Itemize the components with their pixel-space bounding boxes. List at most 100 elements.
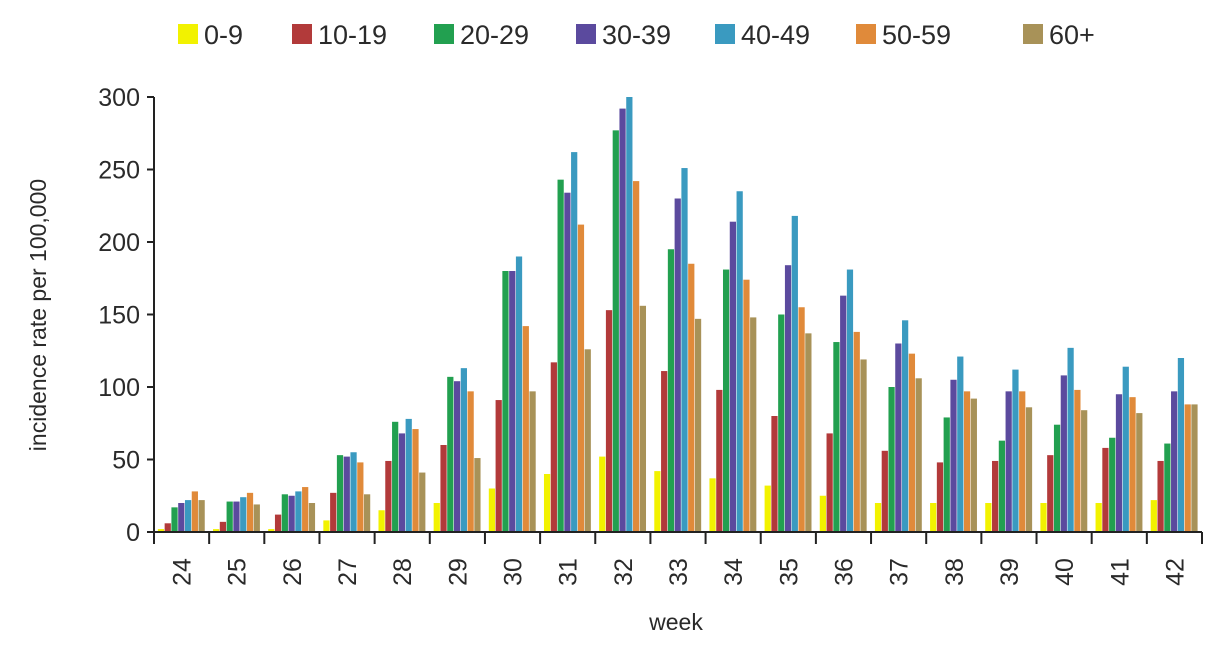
bar-week-42-series-20-29: [1164, 443, 1171, 532]
bar-week-30-series-60+: [529, 391, 536, 532]
y-tick-label: 100: [98, 374, 140, 402]
bar-week-28-series-50-59: [412, 429, 419, 532]
bar-week-35-series-20-29: [778, 314, 785, 532]
x-tick-label: 34: [720, 558, 748, 586]
bar-week-31-series-20-29: [557, 179, 564, 532]
bar-week-31-series-40-49: [571, 152, 578, 532]
legend-label-20-29: 20-29: [460, 20, 529, 50]
bar-week-42-series-0-9: [1150, 500, 1157, 532]
bar-week-35-series-50-59: [798, 307, 805, 532]
y-tick-label: 50: [112, 447, 140, 475]
legend-swatch-30-39: [576, 24, 596, 44]
bar-week-42-series-30-39: [1171, 391, 1178, 532]
y-tick-label: 300: [98, 84, 140, 112]
bar-week-39-series-60+: [1025, 407, 1033, 532]
bar-week-33-series-50-59: [688, 263, 695, 532]
bar-week-30-series-50-59: [522, 326, 529, 532]
bar-week-34-series-40-49: [736, 191, 743, 532]
bar-week-37-series-10-19: [881, 450, 888, 532]
bars: [157, 97, 1198, 533]
bar-week-42-series-10-19: [1157, 460, 1164, 532]
bar-week-27-series-10-19: [330, 492, 337, 532]
bar-week-37-series-30-39: [895, 343, 902, 532]
bar-week-35-series-30-39: [784, 265, 792, 532]
bar-week-32-series-40-49: [626, 97, 633, 532]
bar-week-33-series-40-49: [681, 168, 688, 533]
bar-week-34-series-60+: [750, 317, 757, 532]
bar-week-39-series-50-59: [1019, 391, 1026, 532]
bar-week-31-series-10-19: [550, 362, 557, 532]
bar-week-34-series-50-59: [743, 279, 750, 532]
bar-week-30-series-20-29: [502, 271, 509, 532]
legend-swatch-10-19: [292, 24, 312, 44]
x-tick-label: 32: [610, 558, 638, 586]
legend-label-50-59: 50-59: [882, 20, 951, 50]
bar-week-28-series-20-29: [392, 421, 399, 532]
bar-week-29-series-50-59: [467, 391, 474, 532]
bar-week-28-series-30-39: [398, 433, 406, 532]
x-tick-label: 35: [775, 558, 803, 586]
y-tick-label: 150: [98, 302, 140, 330]
bar-week-27-series-0-9: [323, 520, 330, 532]
bar-week-28-series-40-49: [405, 418, 412, 532]
bar-week-38-series-10-19: [936, 462, 944, 532]
bar-week-26-series-10-19: [274, 514, 282, 532]
y-tick-label: 200: [98, 229, 140, 257]
bar-week-33-series-10-19: [661, 371, 668, 532]
bar-week-27-series-20-29: [336, 455, 344, 532]
bar-week-24-series-0-9: [157, 529, 165, 532]
bar-week-32-series-60+: [639, 305, 647, 532]
bar-week-25-series-50-59: [246, 492, 254, 532]
bar-week-25-series-40-49: [240, 497, 247, 532]
bar-week-28-series-60+: [419, 472, 426, 532]
bar-week-39-series-40-49: [1012, 369, 1019, 532]
bar-week-36-series-40-49: [846, 269, 854, 532]
bar-week-38-series-0-9: [930, 503, 937, 532]
bar-week-42-series-60+: [1191, 404, 1198, 532]
bar-week-29-series-30-39: [453, 381, 461, 532]
bar-week-32-series-50-59: [633, 181, 640, 532]
legend-label-10-19: 10-19: [318, 20, 387, 50]
legend-swatch-40-49: [715, 24, 735, 44]
bar-week-29-series-60+: [474, 458, 481, 532]
bar-week-39-series-0-9: [985, 503, 992, 532]
bar-week-26-series-30-39: [288, 495, 295, 532]
bar-week-29-series-40-49: [460, 368, 467, 532]
x-tick-label: 33: [665, 558, 693, 586]
x-tick-label: 27: [334, 558, 362, 586]
bar-week-41-series-10-19: [1102, 447, 1109, 532]
bar-week-41-series-0-9: [1095, 503, 1102, 532]
x-ticks: 24 25 26 27 28 29 30 31 32 33 34 35 36 37 38 39 40 41 42: [153, 532, 1203, 586]
bar-week-36-series-10-19: [826, 433, 833, 532]
x-tick-label: 24: [169, 558, 197, 586]
bar-week-41-series-40-49: [1122, 366, 1129, 532]
bar-week-39-series-10-19: [992, 460, 999, 532]
bar-week-30-series-10-19: [495, 400, 502, 532]
bar-week-31-series-50-59: [577, 224, 585, 532]
bar-week-39-series-20-29: [998, 440, 1006, 532]
legend-swatch-0-9: [178, 24, 198, 44]
bar-week-33-series-20-29: [667, 249, 675, 532]
legend-swatch-50-59: [856, 24, 876, 44]
bar-week-24-series-30-39: [178, 503, 185, 532]
bar-week-35-series-0-9: [764, 485, 771, 532]
bar-week-29-series-0-9: [433, 503, 440, 532]
bar-week-34-series-0-9: [709, 478, 716, 532]
bar-week-30-series-40-49: [515, 256, 523, 532]
x-axis-title: week: [648, 609, 703, 635]
y-tick-label: 250: [98, 157, 140, 185]
bar-week-25-series-0-9: [213, 529, 220, 532]
bar-week-33-series-60+: [694, 318, 702, 532]
legend-label-60+: 60+: [1049, 20, 1095, 50]
bar-week-28-series-10-19: [385, 460, 392, 532]
y-axis-title: incidence rate per 100,000: [25, 179, 51, 451]
legend-label-0-9: 0-9: [204, 20, 243, 50]
bar-week-32-series-0-9: [599, 456, 606, 532]
bar-week-26-series-60+: [308, 503, 316, 532]
x-tick-label: 39: [996, 558, 1024, 586]
bar-week-26-series-40-49: [295, 491, 302, 532]
bar-week-27-series-60+: [363, 494, 371, 532]
x-tick-label: 36: [830, 558, 858, 586]
x-tick-label: 29: [444, 558, 472, 586]
bar-week-37-series-60+: [915, 378, 922, 532]
